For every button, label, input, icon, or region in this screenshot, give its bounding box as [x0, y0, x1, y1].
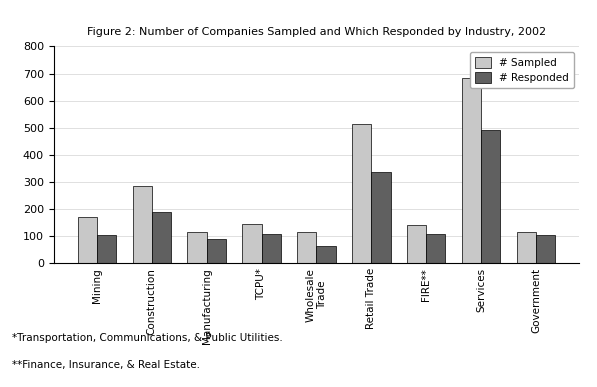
Bar: [78, 217, 97, 263]
Bar: [207, 239, 226, 263]
Bar: [426, 234, 445, 263]
Bar: [517, 232, 536, 263]
Bar: [352, 124, 371, 263]
Bar: [481, 130, 500, 263]
Bar: [316, 246, 336, 263]
Bar: [152, 212, 171, 263]
Bar: [297, 232, 316, 263]
Bar: [371, 173, 390, 263]
Title: Figure 2: Number of Companies Sampled and Which Responded by Industry, 2002: Figure 2: Number of Companies Sampled an…: [87, 27, 546, 37]
Bar: [261, 234, 281, 263]
Bar: [133, 186, 152, 263]
Bar: [242, 224, 261, 263]
Legend: # Sampled, # Responded: # Sampled, # Responded: [470, 51, 574, 88]
Bar: [187, 232, 207, 263]
Text: **Finance, Insurance, & Real Estate.: **Finance, Insurance, & Real Estate.: [12, 360, 200, 370]
Text: *Transportation, Communications, & Public Utilities.: *Transportation, Communications, & Publi…: [12, 333, 283, 343]
Bar: [462, 77, 481, 263]
Bar: [407, 225, 426, 263]
Bar: [536, 235, 555, 263]
Bar: [97, 235, 116, 263]
